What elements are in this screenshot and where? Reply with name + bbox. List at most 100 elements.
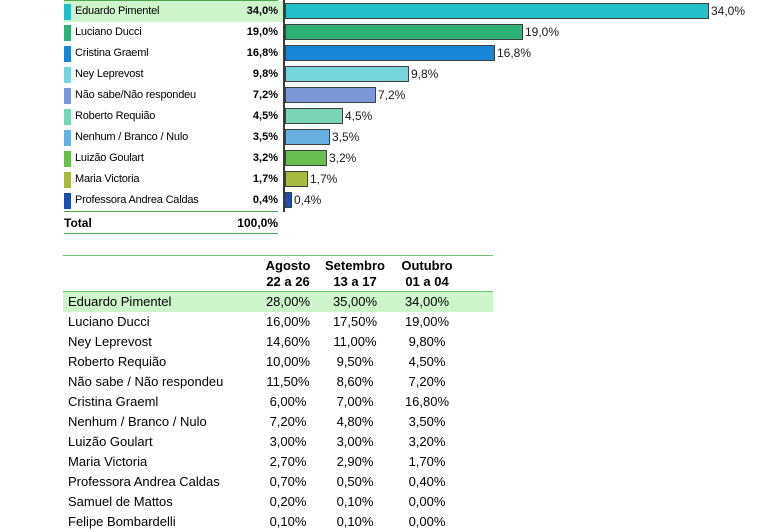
bar-row: 1,7% — [285, 168, 772, 189]
table-row: Luciano Ducci 16,00% 17,50% 19,00% — [63, 312, 493, 332]
bar-value-label: 34,0% — [711, 3, 746, 18]
legend-color-swatch — [64, 192, 71, 209]
table-row: Não sabe / Não respondeu 11,50% 8,60% 7,20% — [63, 372, 493, 392]
bar-value-label: 7,2% — [378, 87, 406, 102]
table-value: 34,00% — [404, 294, 450, 309]
table-value: 3,50% — [408, 414, 446, 429]
table-value: 3,00% — [336, 434, 374, 449]
legend-candidate-name: Luciano Ducci — [75, 26, 142, 38]
legend-row: Não sabe/Não respondeu 7,2% — [64, 85, 278, 106]
legend-color-swatch — [64, 45, 71, 62]
horizontal-bar-chart: 34,0% 19,0% 16,8% 9,8% 7,2% 4,5% 3,5% 3,2% 1,7% 0… — [283, 0, 772, 212]
tracking-table: Agosto 22 a 26 Setembro 13 a 17 Outubro 01 a … — [63, 255, 493, 532]
legend-row: Nenhum / Branco / Nulo 3,5% — [64, 127, 278, 148]
bar — [285, 65, 409, 82]
table-candidate-name: Nenhum / Branco / Nulo — [68, 414, 207, 429]
legend-row: Luciano Ducci 19,0% — [64, 22, 278, 43]
table-candidate-name: Não sabe / Não respondeu — [68, 374, 224, 389]
legend-value: 19,0% — [246, 26, 278, 38]
legend-value: 1,7% — [252, 173, 278, 185]
table-value: 0,40% — [408, 474, 446, 489]
bar — [285, 149, 327, 166]
legend-total-row: Total 100,0% — [64, 211, 278, 234]
legend-color-swatch — [64, 150, 71, 167]
table-row: Cristina Graeml 6,00% 7,00% 16,80% — [63, 392, 493, 412]
legend-color-swatch — [64, 129, 71, 146]
table-value: 14,60% — [265, 334, 311, 349]
chart-legend-table: Eduardo Pimentel 34,0% Luciano Ducci 19,0% C… — [64, 0, 278, 234]
table-value: 11,50% — [266, 374, 310, 389]
table-row: Eduardo Pimentel 28,00% 35,00% 34,00% — [63, 292, 493, 312]
bar-row: 4,5% — [285, 105, 772, 126]
legend-row: Cristina Graeml 16,8% — [64, 43, 278, 64]
table-row: Ney Leprevost 14,60% 11,00% 9,80% — [63, 332, 493, 352]
tracking-table-header: Agosto 22 a 26 Setembro 13 a 17 Outubro 01 a … — [63, 256, 493, 292]
table-candidate-name: Roberto Requião — [68, 354, 167, 369]
legend-color-swatch — [64, 24, 71, 41]
table-value: 2,70% — [269, 454, 307, 469]
legend-color-swatch — [64, 87, 71, 104]
bar-row: 3,5% — [285, 126, 772, 147]
legend-value: 3,5% — [252, 131, 278, 143]
bar-row: 34,0% — [285, 0, 772, 21]
table-value: 9,50% — [336, 354, 374, 369]
legend-row: Luizão Goulart 3,2% — [64, 148, 278, 169]
table-candidate-name: Luizão Goulart — [68, 434, 153, 449]
table-value: 4,50% — [408, 354, 446, 369]
table-value: 3,20% — [408, 434, 446, 449]
legend-row: Maria Victoria 1,7% — [64, 169, 278, 190]
legend-color-swatch — [64, 171, 71, 188]
table-row: Felipe Bombardelli 0,10% 0,10% 0,00% — [63, 512, 493, 532]
table-value: 2,90% — [336, 454, 374, 469]
legend-row: Roberto Requião 4,5% — [64, 106, 278, 127]
table-candidate-name: Luciano Ducci — [68, 314, 150, 329]
table-value: 7,20% — [408, 374, 446, 389]
bar — [285, 2, 709, 19]
table-value: 4,80% — [336, 414, 374, 429]
bar-row: 7,2% — [285, 84, 772, 105]
table-value: 0,00% — [408, 514, 446, 529]
header-period-cell: Agosto 22 a 26 — [265, 258, 311, 289]
bar-value-label: 0,4% — [294, 192, 322, 207]
bar-row: 19,0% — [285, 21, 772, 42]
legend-candidate-name: Cristina Graeml — [75, 47, 149, 59]
legend-value: 34,0% — [246, 5, 278, 17]
legend-value: 3,2% — [252, 152, 278, 164]
table-row: Maria Victoria 2,70% 2,90% 1,70% — [63, 452, 493, 472]
table-value: 0,70% — [269, 474, 307, 489]
bar-row: 0,4% — [285, 189, 772, 210]
bar-row: 9,8% — [285, 63, 772, 84]
table-value: 7,20% — [269, 414, 307, 429]
bar — [285, 191, 292, 208]
bar-value-label: 3,5% — [332, 129, 360, 144]
table-candidate-name: Maria Victoria — [68, 454, 148, 469]
bar-value-label: 16,8% — [497, 45, 532, 60]
bar — [285, 128, 330, 145]
bar — [285, 44, 495, 61]
legend-value: 9,8% — [252, 68, 278, 80]
legend-candidate-name: Roberto Requião — [75, 110, 156, 122]
header-period-cell: Setembro 13 a 17 — [325, 258, 385, 289]
legend-rows: Eduardo Pimentel 34,0% Luciano Ducci 19,0% C… — [64, 1, 278, 211]
bar — [285, 170, 308, 187]
table-value: 0,00% — [408, 494, 446, 509]
legend-color-swatch — [64, 3, 71, 20]
table-value: 17,50% — [332, 314, 378, 329]
table-row: Samuel de Mattos 0,20% 0,10% 0,00% — [63, 492, 493, 512]
table-value: 3,00% — [269, 434, 307, 449]
table-value: 10,00% — [265, 354, 311, 369]
legend-value: 7,2% — [252, 89, 278, 101]
table-candidate-name: Felipe Bombardelli — [68, 514, 176, 529]
bar — [285, 23, 523, 40]
table-candidate-name: Professora Andrea Caldas — [68, 474, 220, 489]
legend-candidate-name: Não sabe/Não respondeu — [75, 89, 196, 101]
bar-value-label: 1,7% — [310, 171, 338, 186]
legend-candidate-name: Nenhum / Branco / Nulo — [75, 131, 188, 143]
table-value: 19,00% — [404, 314, 450, 329]
legend-value: 0,4% — [252, 194, 278, 206]
table-candidate-name: Eduardo Pimentel — [68, 294, 172, 309]
legend-total-label: Total — [64, 215, 92, 230]
table-value: 0,20% — [269, 494, 307, 509]
table-value: 9,80% — [408, 334, 446, 349]
